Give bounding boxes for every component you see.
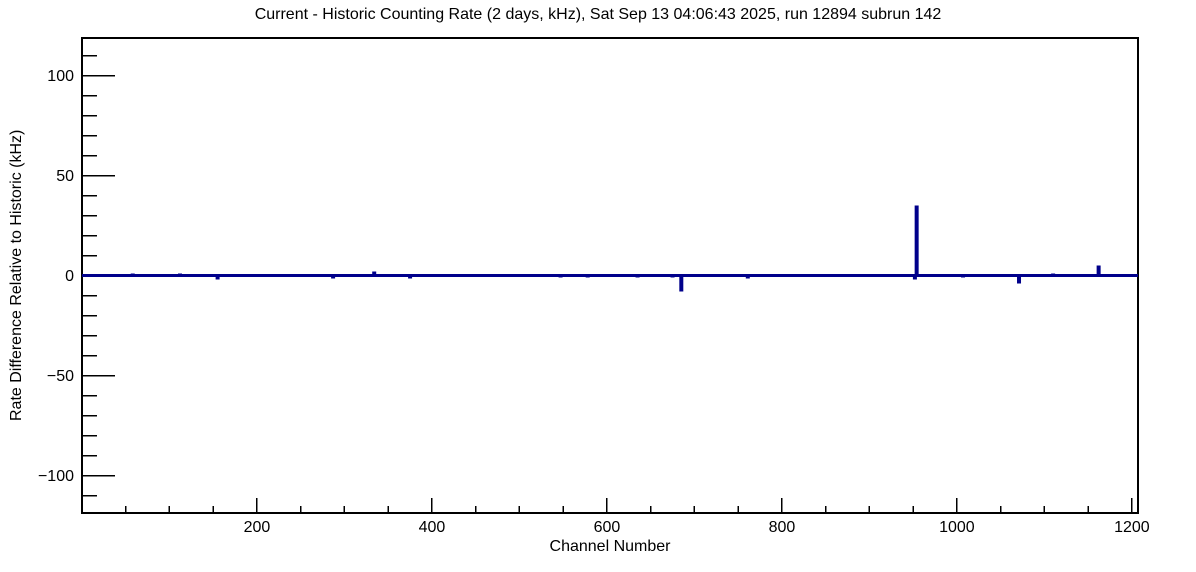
spike-ch761 bbox=[745, 275, 750, 279]
spike-ch1110 bbox=[1051, 273, 1056, 276]
spike-ch952 bbox=[912, 275, 917, 280]
spike-ch334 bbox=[372, 271, 377, 276]
spike-ch1007 bbox=[961, 275, 966, 278]
x-tick-label: 600 bbox=[594, 519, 621, 536]
spike-ch1071 bbox=[1017, 275, 1022, 284]
spike-ch112 bbox=[177, 273, 182, 276]
y-tick-label: −100 bbox=[38, 468, 74, 485]
y-tick-label: 0 bbox=[65, 268, 74, 285]
x-tick-label: 800 bbox=[769, 519, 796, 536]
spike-ch547 bbox=[558, 275, 563, 278]
spike-ch287 bbox=[331, 275, 336, 279]
x-tick-label: 200 bbox=[244, 519, 271, 536]
y-tick-label: −50 bbox=[47, 368, 74, 385]
spike-ch675 bbox=[670, 275, 675, 278]
x-tick-label: 400 bbox=[419, 519, 446, 536]
spike-ch685 bbox=[679, 275, 684, 292]
spike-ch375 bbox=[408, 275, 413, 279]
spike-ch635 bbox=[635, 275, 640, 278]
spike-ch155 bbox=[215, 275, 220, 280]
x-tick-label: 1000 bbox=[939, 519, 975, 536]
y-tick-label: 100 bbox=[47, 68, 74, 85]
spike-ch578 bbox=[585, 275, 590, 278]
spike-ch58 bbox=[130, 273, 135, 276]
spike-ch954 bbox=[914, 205, 919, 276]
x-tick-label: 1200 bbox=[1114, 519, 1150, 536]
spike-ch1162 bbox=[1096, 265, 1101, 276]
chart-title: Current - Historic Counting Rate (2 days… bbox=[254, 6, 942, 23]
x-axis-title: Channel Number bbox=[549, 538, 671, 555]
y-tick-label: 50 bbox=[56, 168, 74, 185]
